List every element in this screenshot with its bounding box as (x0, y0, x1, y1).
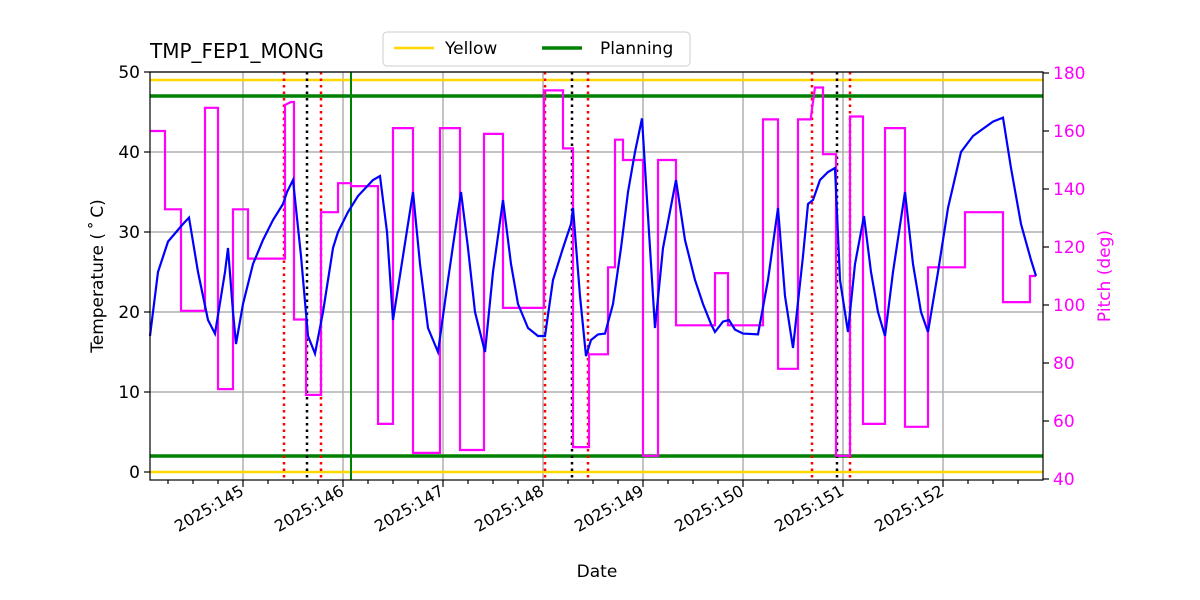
legend-planning-label: Planning (600, 39, 673, 59)
y2-axis-ticks: 40 60 80 100 120 140 160 180 (1043, 64, 1085, 490)
x-axis-label: Date (577, 562, 618, 582)
x-axis-ticks: 2025:145 2025:146 2025:147 2025:148 2025:149… (167, 480, 1019, 536)
y-tick-label: 10 (118, 383, 140, 403)
x-tick-label: 2025:146 (271, 481, 347, 536)
y-tick-label: 20 (118, 303, 140, 323)
y-tick-label: 0 (129, 463, 140, 483)
y-tick-label: 40 (118, 143, 140, 163)
y-axis-ticks: 0 10 20 30 40 50 (118, 63, 150, 483)
y2-tick-label: 40 (1053, 470, 1075, 490)
x-tick-label: 2025:149 (571, 481, 647, 536)
legend-yellow-label: Yellow (444, 39, 497, 59)
x-tick-label: 2025:147 (371, 481, 447, 536)
chart-title: TMP_FEP1_MONG (149, 39, 324, 63)
x-tick-label: 2025:150 (671, 481, 747, 536)
limit-lines (150, 78, 1043, 474)
y2-tick-label: 140 (1053, 180, 1085, 200)
temperature-series-line (148, 116, 1038, 358)
y2-tick-label: 180 (1053, 64, 1085, 84)
legend: Yellow Planning (382, 31, 691, 67)
y-axis-label: Temperature ( ˚ C) (87, 199, 108, 354)
x-tick-label: 2025:151 (771, 481, 847, 536)
x-tick-label: 2025:145 (171, 481, 247, 536)
x-tick-label: 2025:148 (471, 481, 547, 536)
y2-tick-label: 60 (1053, 412, 1075, 432)
pitch-series-line (150, 86, 1036, 457)
x-tick-label: 2025:152 (871, 481, 947, 536)
plot-frame (149, 71, 1044, 481)
vertical-markers (282, 72, 852, 480)
y-tick-label: 50 (118, 63, 140, 83)
y2-tick-label: 120 (1053, 238, 1085, 258)
y-tick-label: 30 (118, 223, 140, 243)
y2-axis-label: Pitch (deg) (1095, 230, 1115, 322)
y2-tick-label: 80 (1053, 354, 1075, 374)
y2-tick-label: 100 (1053, 296, 1085, 316)
y2-tick-label: 160 (1053, 122, 1085, 142)
